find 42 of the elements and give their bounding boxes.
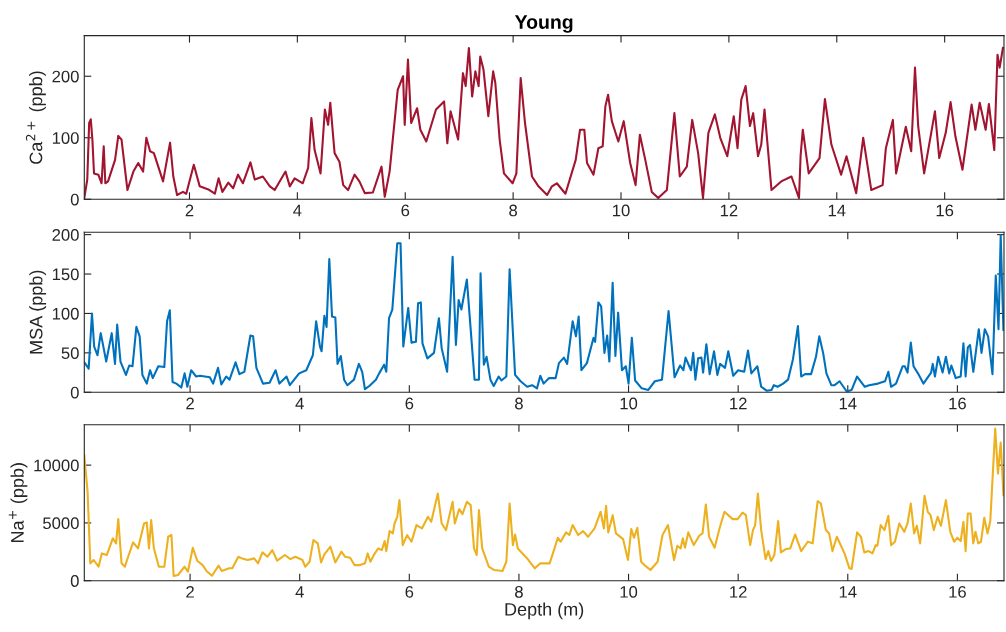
y-tick-label: 100 [52, 307, 79, 320]
y-tick-label: 0 [70, 575, 79, 587]
x-tick-label: 14 [839, 586, 857, 598]
x-tick-label: 16 [949, 397, 966, 410]
x-tick-label: 8 [515, 397, 523, 410]
x-tick-label: 2 [185, 204, 194, 217]
x-tick-label: 2 [186, 397, 194, 410]
x-tick-label: 12 [720, 204, 738, 217]
y-axis-title: Na$^{+}$ (ppb) [8, 463, 28, 543]
x-tick-label: 4 [295, 586, 304, 598]
line-series [84, 234, 1004, 393]
chart-title: Young [514, 15, 573, 33]
y-axis-title: Ca$^{2+}$ (ppb) [25, 71, 46, 164]
x-tick-label: 16 [936, 204, 954, 217]
y-tick-label: 200 [52, 70, 79, 83]
x-tick-label: 10 [613, 204, 630, 217]
x-tick-label: 8 [509, 204, 518, 217]
x-axis-title: Depth (m) [505, 602, 584, 620]
x-tick-label: 12 [730, 397, 747, 410]
x-tick-label: 10 [620, 585, 638, 598]
x-tick-label: 12 [730, 585, 747, 598]
y-tick-label: 150 [52, 268, 79, 281]
y-tick-label: 10000 [34, 459, 79, 472]
x-tick-label: 14 [828, 204, 846, 217]
y-tick-label: 5000 [43, 517, 79, 530]
x-tick-label: 6 [401, 204, 410, 217]
x-tick-label: 10 [620, 397, 638, 410]
y-tick-label: 0 [70, 193, 79, 206]
x-tick-label: 16 [949, 585, 966, 598]
x-tick-label: 4 [293, 204, 302, 217]
x-tick-label: 6 [405, 397, 414, 410]
x-tick-label: 6 [405, 585, 414, 598]
x-tick-label: 2 [186, 585, 194, 598]
y-axis-title: MSA (ppb) [29, 270, 47, 354]
x-tick-label: 14 [839, 397, 857, 410]
y-tick-label: 50 [61, 347, 79, 360]
x-tick-label: 4 [295, 397, 304, 410]
y-tick-label: 0 [70, 386, 79, 399]
y-tick-label: 100 [52, 132, 79, 144]
x-tick-label: 8 [515, 585, 523, 598]
y-tick-label: 200 [52, 229, 79, 241]
line-series [84, 427, 1004, 578]
